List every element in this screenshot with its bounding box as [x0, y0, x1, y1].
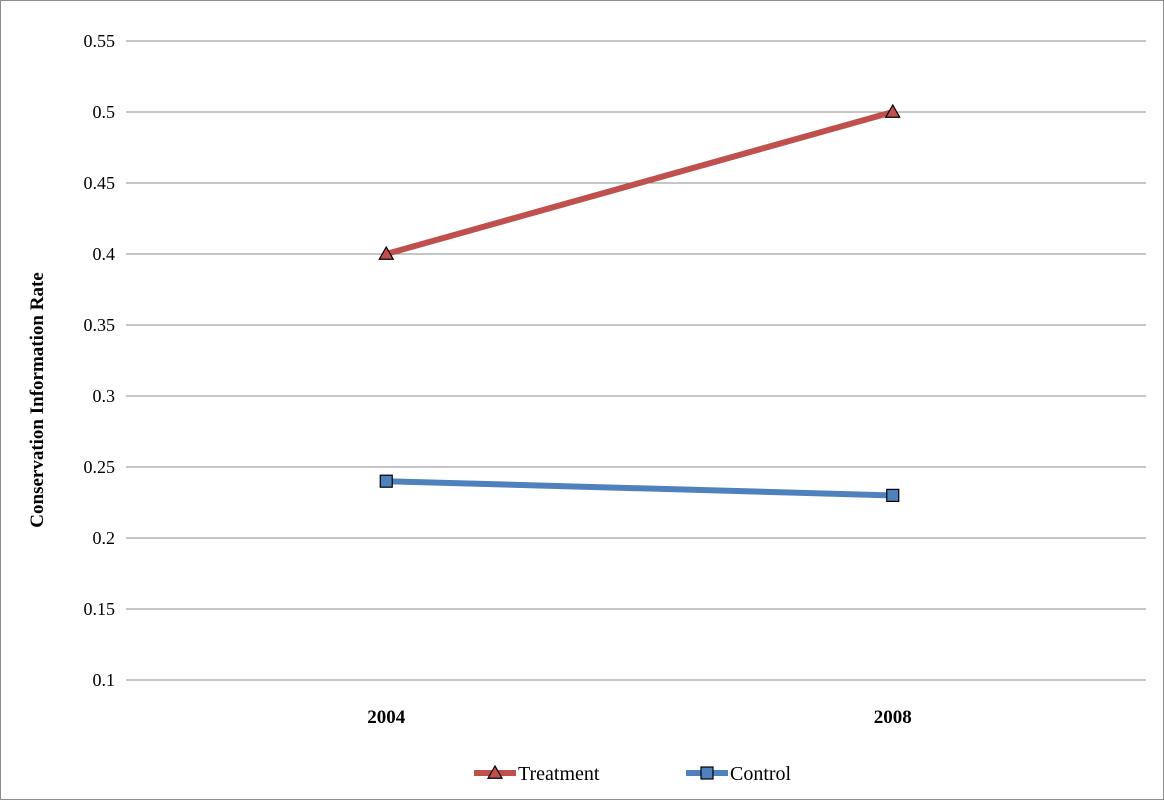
y-tick-label: 0.55 [84, 31, 116, 51]
y-tick-label: 0.2 [93, 528, 116, 548]
y-tick-label: 0.45 [84, 173, 116, 193]
legend-treatment-label: Treatment [518, 763, 600, 785]
y-tick-label: 0.3 [93, 386, 116, 406]
series-layer [378, 103, 901, 502]
legend-control-marker [700, 766, 714, 780]
y-tick-label: 0.4 [93, 244, 116, 264]
y-axis-ticks: 0.1 0.15 0.2 0.25 0.3 0.35 0.4 0.45 0.5 0.55 [84, 31, 116, 690]
y-tick-label: 0.15 [84, 599, 116, 619]
legend-control-label: Control [730, 763, 792, 785]
x-axis-ticks: 2004 2008 [367, 707, 912, 728]
y-axis-label: Conservation Information Rate [27, 272, 48, 527]
gridlines [126, 40, 1146, 681]
control-data-point [886, 488, 900, 502]
y-tick-label: 0.25 [84, 457, 116, 477]
x-tick-label: 2004 [367, 707, 406, 728]
legend-treatment-marker [486, 764, 504, 779]
y-tick-label: 0.1 [93, 670, 116, 690]
legend: Treatment Control [474, 763, 792, 785]
control-series-line [386, 478, 893, 499]
treatment-data-point [378, 245, 395, 260]
treatment-data-point [884, 103, 901, 118]
y-tick-label: 0.35 [84, 315, 116, 335]
treatment-series-line [385, 109, 894, 257]
y-tick-label: 0.5 [93, 102, 116, 122]
x-tick-label: 2008 [874, 707, 912, 728]
control-data-point [379, 474, 393, 488]
